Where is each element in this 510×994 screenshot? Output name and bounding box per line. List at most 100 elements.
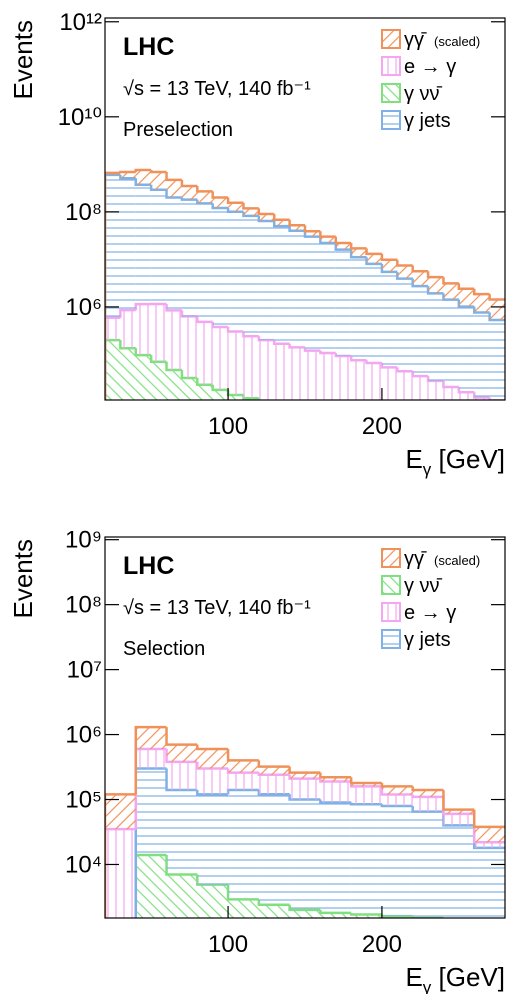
y-axis-label: Events xyxy=(8,20,38,100)
bar-edge xyxy=(349,243,367,250)
bar-edge xyxy=(196,185,213,193)
bar xyxy=(228,395,244,400)
legend-name: γ jets xyxy=(404,629,451,651)
bar xyxy=(135,727,167,749)
bar xyxy=(212,326,229,390)
bar-edge xyxy=(165,304,182,312)
legend-label: γ νν̄ xyxy=(404,575,443,597)
y-tick-label: 10⁴ xyxy=(65,851,102,878)
bar xyxy=(274,226,290,344)
legend-name: γγ̄ xyxy=(404,29,427,51)
bar-edge xyxy=(226,748,259,762)
bar-edge xyxy=(180,197,198,201)
bar xyxy=(120,310,136,349)
bar xyxy=(166,179,182,198)
bar xyxy=(258,766,290,775)
bar xyxy=(197,794,229,885)
bar xyxy=(305,231,321,237)
bar xyxy=(258,904,290,918)
bar xyxy=(397,278,413,372)
plot-frame xyxy=(104,17,506,401)
bar xyxy=(228,331,244,396)
bar xyxy=(443,299,459,388)
bar-edge xyxy=(411,265,429,273)
bar xyxy=(474,842,505,848)
bar xyxy=(366,363,382,400)
bar xyxy=(412,376,429,400)
bar-edge xyxy=(288,219,305,227)
bar xyxy=(443,920,474,923)
bar xyxy=(259,402,274,405)
bar-edge xyxy=(226,788,259,795)
bar xyxy=(458,392,475,400)
bar-edge xyxy=(442,277,459,285)
annotation: LHC xyxy=(123,552,174,580)
bar xyxy=(443,387,459,400)
legend-swatch xyxy=(381,629,401,649)
bar xyxy=(289,799,321,910)
bar-edge xyxy=(349,777,382,785)
bar xyxy=(197,748,229,769)
bar-edge xyxy=(334,236,352,245)
bar-edge xyxy=(257,899,290,906)
bar xyxy=(320,243,336,354)
legend-label: e → γ xyxy=(404,602,456,624)
bar-edge xyxy=(134,168,152,172)
bar xyxy=(135,184,152,305)
bar xyxy=(320,236,336,244)
y-tick-label: 10⁶ xyxy=(65,722,102,749)
bar xyxy=(151,361,167,400)
bar xyxy=(258,213,275,222)
bar xyxy=(258,221,275,341)
bar xyxy=(105,317,121,341)
bar-edge xyxy=(303,225,321,233)
legend-swatch xyxy=(381,575,401,595)
bar-edge xyxy=(134,725,167,795)
bar xyxy=(381,367,398,400)
bar xyxy=(151,189,167,305)
bar xyxy=(320,777,352,782)
bar xyxy=(181,316,198,378)
bar xyxy=(412,796,444,812)
bar-edge xyxy=(380,253,398,261)
bar-edge xyxy=(119,308,136,318)
bar xyxy=(381,794,413,806)
bar-edge xyxy=(488,312,505,322)
bar xyxy=(474,294,490,313)
bar xyxy=(412,811,444,918)
bar xyxy=(412,271,429,287)
bar xyxy=(351,786,382,805)
bar-edge xyxy=(380,786,413,796)
bar-edge xyxy=(334,353,352,358)
x-label-unit: [GeV] xyxy=(431,962,505,992)
bar-edge xyxy=(365,360,382,365)
histogram-stack xyxy=(105,168,505,405)
bar xyxy=(166,790,198,875)
legend-label: γγ̄ (scaled) xyxy=(404,548,480,570)
bar xyxy=(413,918,444,923)
bar-edge xyxy=(411,278,429,288)
bar xyxy=(489,319,505,400)
bar-edge xyxy=(105,793,136,918)
bar-edge xyxy=(319,772,352,779)
y-tick-label: 10¹² xyxy=(59,9,102,36)
bar-edge xyxy=(472,288,490,296)
x-tick-label: 200 xyxy=(362,413,402,440)
bar xyxy=(289,347,305,400)
legend-swatch xyxy=(381,29,401,49)
bar xyxy=(351,360,367,400)
bar xyxy=(120,348,136,400)
y-tick-label: 10⁷ xyxy=(67,657,102,684)
bar-edge xyxy=(442,790,475,811)
bar xyxy=(458,306,475,393)
annotation: √s = 13 TeV, 140 fb⁻¹ xyxy=(123,78,311,100)
y-tick-label: 10⁸ xyxy=(65,592,102,619)
x-tick-label: 100 xyxy=(208,413,248,440)
legend-swatch xyxy=(381,548,401,568)
legend-name: γγ̄ xyxy=(404,548,427,570)
bar-edge xyxy=(380,363,398,369)
bar xyxy=(335,249,352,356)
bar xyxy=(166,370,182,400)
x-label-sub: γ xyxy=(423,978,432,994)
